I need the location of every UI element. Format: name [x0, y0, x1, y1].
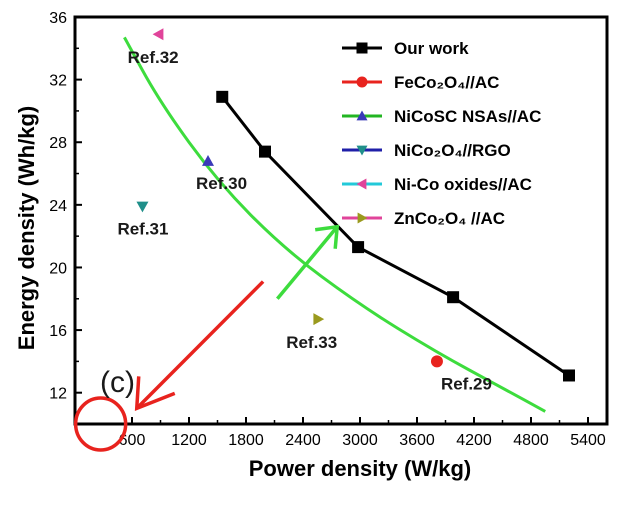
- x-axis-label: Power density (W/kg): [249, 456, 471, 481]
- x-tick-label: 2400: [285, 432, 321, 449]
- data-point: [352, 241, 365, 254]
- x-tick-label: 600: [119, 432, 146, 449]
- data-point: [259, 145, 271, 158]
- legend-text: ZnCo₂O₄ //AC: [394, 209, 505, 228]
- series-4: [152, 28, 164, 41]
- y-tick-label: 28: [49, 135, 67, 152]
- x-tick-label: 3000: [342, 432, 378, 449]
- series-2: [202, 155, 214, 166]
- data-point: [202, 155, 214, 166]
- y-tick-label: 20: [49, 260, 67, 277]
- legend-text: FeCo₂O₄//AC: [394, 73, 499, 92]
- data-point: [216, 90, 229, 103]
- data-point: [447, 291, 460, 304]
- legend-marker: [356, 145, 368, 156]
- plot-frame: [73, 15, 609, 426]
- data-point: [430, 355, 443, 368]
- legend-marker: [356, 178, 367, 190]
- x-tick-label: 1200: [171, 432, 207, 449]
- ref-label-ref-29: Ref.29: [441, 374, 492, 393]
- x-tick-label: 4200: [456, 432, 492, 449]
- y-tick-label: 16: [49, 323, 67, 340]
- data-point: [563, 369, 575, 382]
- series-1: [430, 355, 443, 368]
- y-tick-label: 12: [49, 386, 67, 403]
- legend-item: ZnCo₂O₄ //AC: [342, 209, 505, 228]
- y-tick-label: 32: [49, 73, 67, 90]
- data-point: [152, 28, 164, 41]
- legend-marker: [357, 212, 368, 224]
- y-tick-label: 24: [49, 198, 67, 215]
- x-tick-label: 1800: [228, 432, 264, 449]
- panel-label: (c): [100, 366, 135, 399]
- series-5: [313, 313, 325, 326]
- legend-item: NiCoSC NSAs//AC: [342, 107, 541, 126]
- y-tick-label: 36: [49, 10, 67, 27]
- green-arrow-head: [314, 224, 340, 249]
- red-arrow-head: [134, 376, 176, 411]
- ref-label-ref-30: Ref.30: [196, 174, 247, 193]
- x-tick-label: 3600: [399, 432, 435, 449]
- legend-text: NiCoSC NSAs//AC: [394, 107, 541, 126]
- legend-item: NiCo₂O₄//RGO: [342, 141, 511, 160]
- data-point: [313, 313, 325, 326]
- legend-marker: [356, 110, 368, 121]
- legend-text: Ni-Co oxides//AC: [394, 175, 532, 194]
- y-axis-label: Energy density (Wh/kg): [14, 106, 39, 350]
- x-tick-label: 5400: [570, 432, 606, 449]
- green-trend-curve: [123, 36, 546, 413]
- ref-label-ref-32: Ref.32: [128, 48, 179, 67]
- ref-label-ref-33: Ref.33: [286, 333, 337, 352]
- legend-text: NiCo₂O₄//RGO: [394, 141, 511, 160]
- x-tick-label: 4800: [513, 432, 549, 449]
- red-arrow-shaft: [135, 280, 265, 410]
- legend-marker: [356, 76, 368, 88]
- ref-label-ref-31: Ref.31: [117, 219, 168, 238]
- series-3: [136, 201, 149, 213]
- legend-text: Our work: [394, 39, 469, 58]
- legend-marker: [356, 42, 368, 54]
- series-0: [216, 90, 575, 382]
- legend-item: Ni-Co oxides//AC: [342, 175, 532, 194]
- green-arrow-shaft: [276, 225, 339, 300]
- legend-item: Our work: [342, 39, 469, 58]
- red-highlight-circle: [73, 396, 128, 452]
- legend-item: FeCo₂O₄//AC: [342, 73, 499, 92]
- data-point: [136, 201, 149, 213]
